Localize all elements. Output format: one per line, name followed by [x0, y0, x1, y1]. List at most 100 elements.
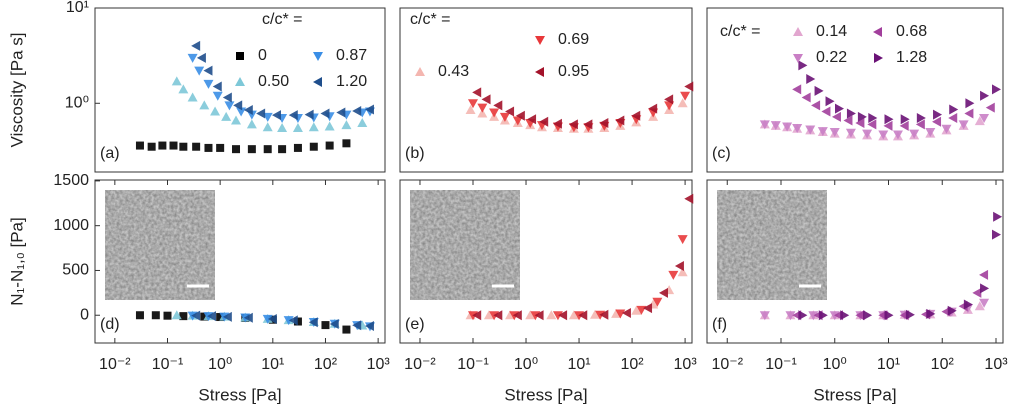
marker [980, 283, 990, 294]
marker [985, 102, 995, 113]
marker [534, 310, 544, 321]
marker [972, 287, 982, 298]
marker [668, 270, 679, 280]
legend-label: 0.87 [336, 47, 367, 64]
marker [979, 298, 990, 308]
marker [262, 112, 273, 122]
x-tick-label: 10² [621, 356, 645, 373]
marker [798, 310, 808, 321]
x-tick-label: 10³ [367, 356, 391, 373]
marker [568, 119, 578, 130]
legend-marker [793, 54, 803, 63]
marker [631, 305, 642, 315]
marker [192, 142, 201, 151]
marker [364, 320, 374, 331]
marker [615, 309, 626, 319]
marker [342, 139, 351, 148]
panel-label: (e) [405, 316, 425, 333]
legend-label: 1.28 [896, 49, 927, 66]
marker [194, 66, 205, 76]
marker [207, 311, 217, 322]
marker [483, 310, 494, 320]
marker [309, 142, 318, 151]
marker [947, 305, 957, 316]
marker [840, 310, 850, 321]
marker [247, 145, 256, 154]
marker [677, 235, 688, 245]
marker [782, 122, 793, 132]
y-axis-label: N₁-N₁,₀ [Pa] [7, 217, 26, 305]
marker [652, 297, 663, 307]
marker [489, 108, 500, 118]
marker [785, 311, 796, 321]
marker [135, 141, 144, 150]
marker [648, 103, 658, 114]
legend-marker [535, 67, 544, 77]
marker [674, 260, 684, 271]
marker [905, 309, 915, 320]
marker [236, 107, 247, 117]
marker [932, 116, 942, 127]
marker [481, 94, 491, 105]
marker [246, 119, 257, 129]
marker [615, 115, 625, 126]
marker [965, 98, 975, 109]
marker [262, 314, 273, 324]
marker [203, 79, 214, 89]
x-tick-label: 10⁻¹ [457, 356, 489, 373]
x-tick-label: 10² [931, 356, 955, 373]
x-tick-label: 10⁻¹ [152, 356, 184, 373]
marker [200, 312, 209, 321]
marker [599, 118, 609, 129]
marker [949, 104, 959, 115]
legend-marker [874, 53, 883, 63]
plot-frame [94, 7, 386, 173]
legend-label: 1.20 [336, 73, 367, 90]
marker [926, 308, 936, 319]
marker [325, 141, 334, 150]
marker [196, 52, 206, 63]
marker [759, 311, 770, 321]
marker [818, 310, 828, 321]
marker [222, 92, 232, 103]
marker [527, 114, 537, 125]
marker [178, 84, 189, 94]
marker [352, 105, 362, 116]
marker [472, 310, 482, 321]
panel-label: (d) [100, 316, 120, 333]
marker [664, 94, 674, 105]
marker [467, 99, 478, 109]
x-tick-label: 10⁻² [404, 356, 436, 373]
legend-marker [793, 27, 803, 36]
x-tick-label: 10¹ [567, 356, 590, 373]
y-tick-label: 10¹ [66, 0, 89, 16]
inset-texture [105, 190, 215, 300]
marker [364, 104, 374, 115]
marker [304, 109, 314, 120]
marker [863, 310, 873, 321]
legend-marker [313, 52, 323, 61]
x-tick-label: 10³ [984, 356, 1008, 373]
marker [578, 310, 588, 321]
marker [808, 311, 819, 321]
x-tick-label: 10⁰ [823, 356, 847, 373]
marker [171, 310, 182, 320]
marker [821, 106, 831, 117]
legend-title: c/c* = [720, 23, 760, 40]
marker [292, 123, 303, 133]
marker [684, 193, 694, 204]
marker [814, 85, 824, 96]
marker [855, 118, 865, 129]
plot-frame [706, 179, 1004, 344]
marker [179, 142, 188, 151]
legend-label: 0.14 [816, 23, 847, 40]
marker [308, 122, 319, 132]
legend-label: 0.68 [896, 23, 927, 40]
marker [801, 92, 811, 103]
inset-texture [410, 190, 520, 300]
marker [278, 145, 287, 154]
y-tick-label: 1500 [53, 172, 89, 189]
marker [525, 310, 536, 320]
marker [539, 116, 549, 127]
x-tick-label: 10¹ [261, 356, 284, 373]
